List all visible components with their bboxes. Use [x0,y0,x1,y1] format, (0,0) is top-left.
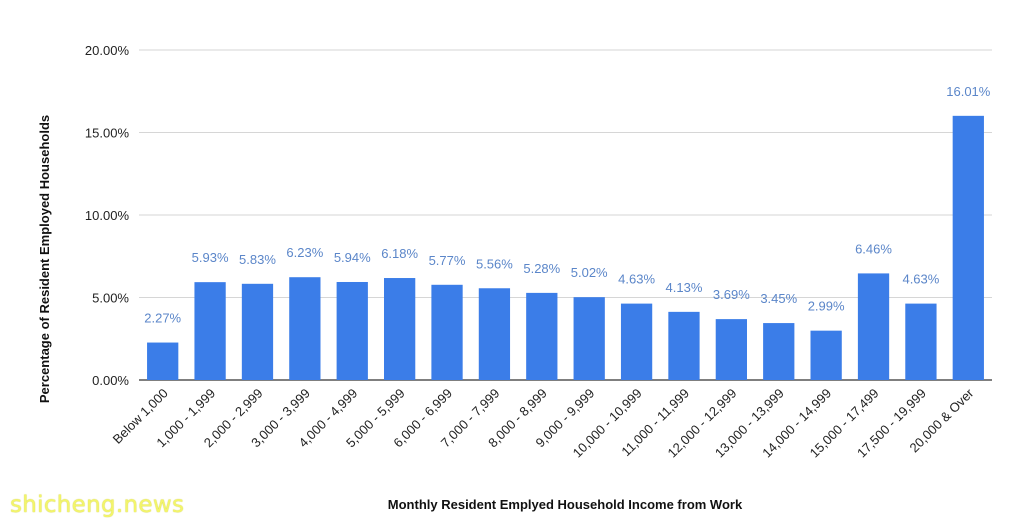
bar [336,281,368,380]
y-axis-ticks: 0.00% 5.00% 10.00% 15.00% 20.00% [85,43,130,388]
bar [526,292,558,380]
data-label: 5.93% [192,250,229,265]
bar [478,288,511,380]
bar [573,297,605,380]
data-label: 4.13% [666,280,703,295]
bar [763,323,795,380]
data-label: 5.02% [571,265,608,280]
bar [384,278,416,380]
y-tick-label: 0.00% [92,373,129,388]
y-axis-title: Percentage of Resident Employed Househol… [37,115,52,403]
data-label: 5.77% [429,253,466,268]
data-label: 5.83% [239,252,276,267]
bar [147,342,179,380]
bar [620,303,653,380]
bar [194,282,226,380]
data-label: 4.63% [618,272,655,287]
data-label: 5.94% [334,250,371,265]
data-label: 5.28% [523,261,560,276]
data-label: 5.56% [476,256,513,271]
bars [147,115,984,381]
y-tick-label: 10.00% [85,208,130,223]
data-label: 3.69% [713,287,750,302]
bar [857,273,890,380]
bar [952,115,984,381]
data-label: 2.99% [808,299,845,314]
bar [810,330,842,380]
bar [289,277,321,380]
data-label: 3.45% [760,291,797,306]
y-tick-label: 20.00% [85,43,130,58]
gridlines [139,49,992,381]
bar [431,284,463,380]
bar [715,319,747,380]
x-axis-title: Monthly Resident Emplyed Household Incom… [388,497,743,512]
data-label: 6.23% [286,245,323,260]
watermark-logo: shicheng.news [10,492,185,518]
data-label: 4.63% [902,272,939,287]
y-tick-label: 5.00% [92,291,129,306]
data-label: 6.46% [855,241,892,256]
data-label: 6.18% [381,246,418,261]
y-tick-label: 15.00% [85,126,130,141]
bar [668,311,700,380]
data-labels: 2.27% 5.93% 5.83% 6.23% 5.94% 6.18% 5.77% 5.56%… [144,84,991,326]
bar [241,283,274,380]
data-label: 2.27% [144,311,181,326]
bar [905,303,937,380]
data-label: 16.01% [946,84,991,99]
